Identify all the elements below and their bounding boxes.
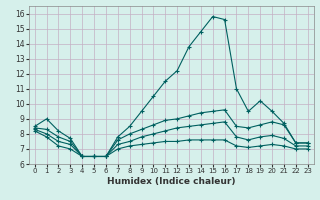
X-axis label: Humidex (Indice chaleur): Humidex (Indice chaleur) bbox=[107, 177, 236, 186]
